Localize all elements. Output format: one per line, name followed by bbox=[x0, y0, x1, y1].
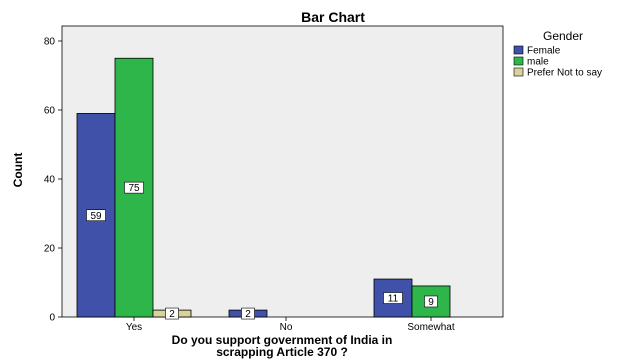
legend-label: Prefer Not to say bbox=[527, 68, 602, 79]
data-label: 11 bbox=[388, 294, 399, 305]
data-label: 9 bbox=[428, 297, 434, 308]
y-tick-label: 40 bbox=[44, 175, 56, 186]
x-axis-title-line-2: scrapping Article 370 ? bbox=[216, 345, 348, 359]
data-label: 59 bbox=[90, 211, 102, 222]
legend-label: male bbox=[527, 57, 549, 68]
legend-swatch-male bbox=[513, 56, 524, 66]
data-label: 75 bbox=[128, 183, 140, 194]
y-tick-label: 80 bbox=[44, 37, 56, 48]
data-label-box bbox=[383, 292, 403, 304]
y-tick-label: 20 bbox=[44, 244, 56, 255]
x-axis-title-line-1: Do you support government of India in bbox=[172, 333, 393, 347]
bars: 59 75 2 2 11 9 bbox=[76, 57, 451, 320]
y-tick-label: 0 bbox=[49, 313, 55, 324]
y-axis: 0 20 40 60 80 bbox=[44, 37, 62, 324]
legend-swatch-prefer-not-to-say bbox=[513, 67, 524, 77]
data-label-box bbox=[424, 295, 438, 308]
data-label-box bbox=[86, 209, 106, 222]
data-label-box bbox=[241, 307, 255, 320]
y-tick-label: 60 bbox=[44, 106, 56, 117]
legend-swatch-female bbox=[513, 45, 524, 55]
chart-title: Bar Chart bbox=[301, 9, 365, 25]
x-tick-label: Yes bbox=[126, 322, 142, 333]
data-label: 2 bbox=[169, 309, 175, 320]
legend-title: Gender bbox=[543, 29, 583, 43]
x-tick-label: No bbox=[280, 322, 293, 333]
data-label-box bbox=[165, 307, 179, 320]
legend-label: Female bbox=[527, 46, 561, 57]
x-tick-label: Somewhat bbox=[407, 322, 454, 333]
data-label-box bbox=[124, 181, 144, 194]
y-axis-title: Count bbox=[11, 153, 25, 188]
data-label: 2 bbox=[245, 309, 251, 320]
x-axis: Yes No Somewhat bbox=[126, 317, 455, 333]
